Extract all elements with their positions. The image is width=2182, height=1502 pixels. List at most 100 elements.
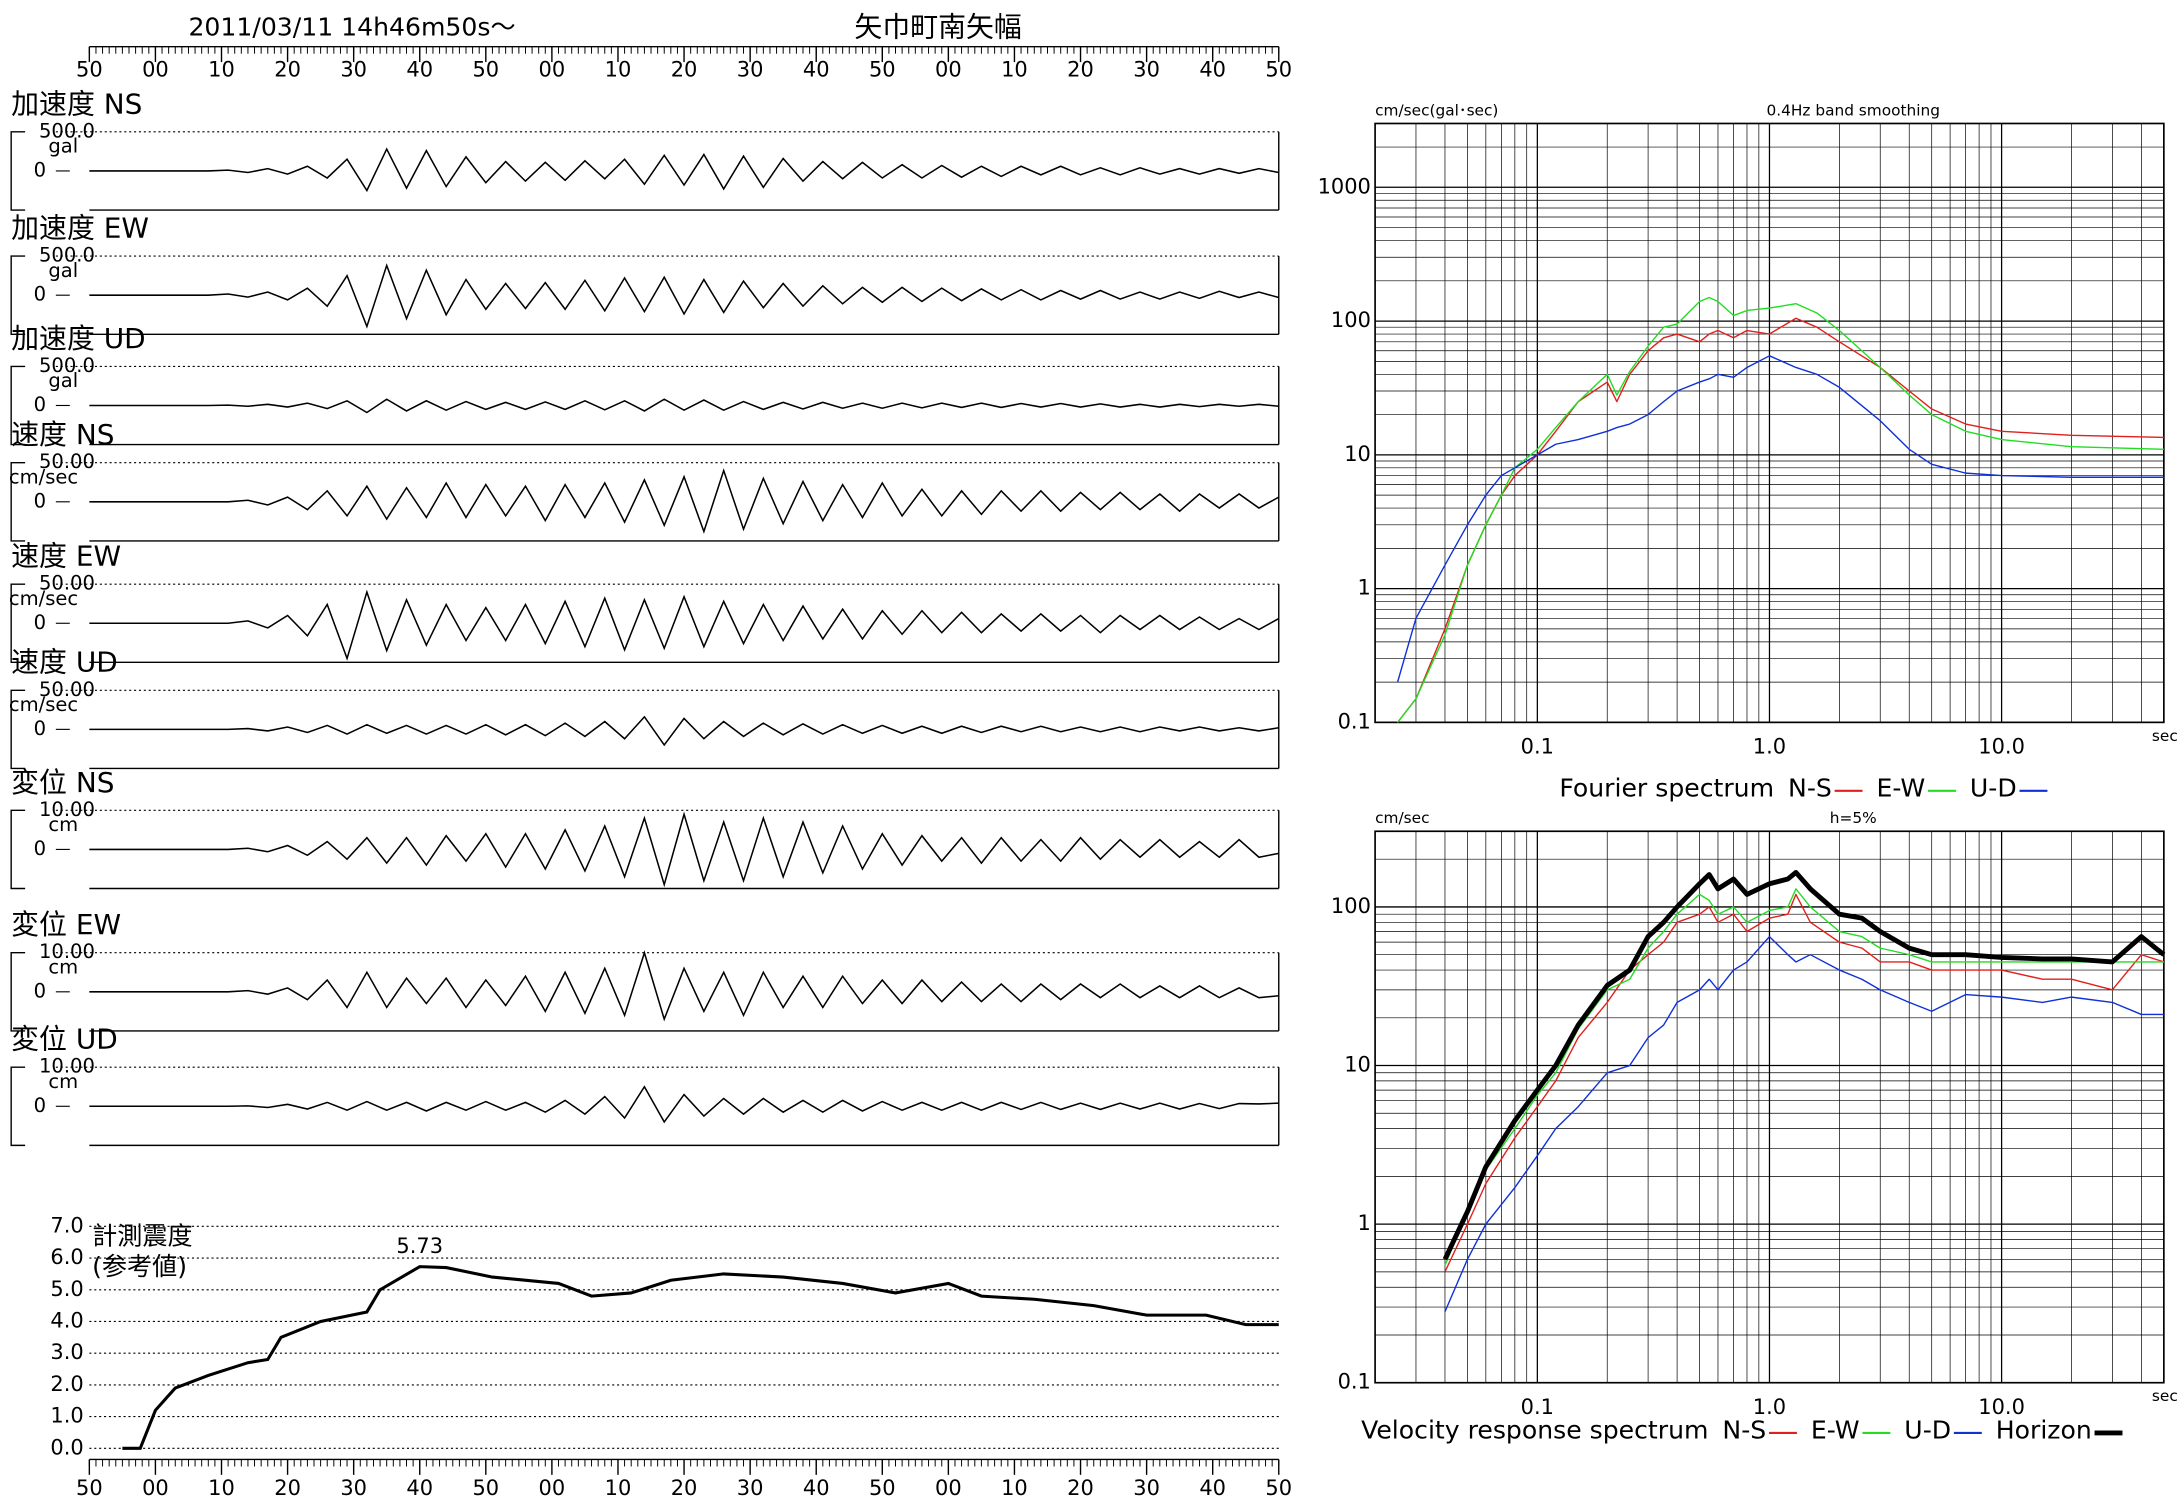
trace	[89, 1085, 1279, 1124]
y-tick-label: 1000	[1318, 174, 1371, 198]
plot-frame	[1374, 830, 2165, 1384]
trace	[89, 950, 1279, 1022]
scale-label: 500.0	[39, 119, 95, 142]
panel-bracket	[10, 365, 26, 446]
x-tick-label: 10	[208, 57, 235, 81]
x-tick-label: 30	[737, 57, 764, 81]
plot-frame	[1374, 122, 2165, 724]
station-name: 矢巾町南矢幅	[854, 11, 1021, 44]
y-tick-label: 100	[1331, 894, 1371, 918]
zero-label: 0	[34, 1094, 46, 1117]
legend-label: N-S	[1788, 773, 1832, 802]
zero-label: 0	[34, 611, 46, 634]
x-tick-label: 40	[803, 57, 830, 81]
panel-label: 加速度 UD	[11, 322, 146, 355]
trace	[89, 715, 1279, 747]
peak-label: 5.73	[396, 1234, 443, 1258]
x-tick-label: 20	[1067, 57, 1094, 81]
zero-label: 0	[34, 283, 46, 306]
y-tick-label: 0.0	[50, 1435, 83, 1459]
y-tick-label: 2.0	[50, 1372, 83, 1396]
panel-bracket	[10, 462, 26, 542]
x-tick-label: 40	[406, 1476, 433, 1500]
x-tick-label: 10	[208, 1476, 235, 1500]
x-tick-label: 10	[605, 57, 632, 81]
x-tick-label: 20	[671, 1476, 698, 1500]
spectrum-line	[1442, 869, 2166, 1261]
x-tick-label: 40	[803, 1476, 830, 1500]
scale-label: 10.00	[39, 940, 95, 963]
spectrum-line	[1444, 935, 2164, 1313]
spectrum-line	[1444, 893, 2165, 1273]
x-tick-label: 1.0	[1753, 735, 1786, 759]
x-tick-label: 00	[539, 57, 566, 81]
legend-label: N-S	[1722, 1416, 1766, 1445]
unit-label: gal	[48, 369, 78, 392]
y-tick-label: 0.1	[1338, 1370, 1371, 1394]
unit-label: cm/sec	[9, 693, 78, 716]
panel-label: 速度 EW	[11, 540, 121, 573]
scale-label: 10.00	[39, 798, 95, 821]
trace	[89, 263, 1279, 329]
x-tick-label: 20	[1067, 1476, 1094, 1500]
x-tick-label: 50	[869, 1476, 896, 1500]
x-tick-label: 30	[737, 1476, 764, 1500]
chart-title: Velocity response spectrum	[1361, 1416, 1708, 1445]
x-tick-label: 00	[142, 1476, 169, 1500]
zero-label: 0	[34, 717, 46, 740]
x-tick-label: 1.0	[1753, 1395, 1786, 1419]
x-tick-label: 00	[935, 57, 962, 81]
y-tick-label: 10	[1344, 1053, 1371, 1077]
chart-subtitle: (参考値)	[92, 1252, 187, 1281]
y-axis-label: cm/sec	[1375, 809, 1429, 827]
zero-label: 0	[34, 158, 46, 181]
x-tick-label: 10.0	[1978, 1395, 2025, 1419]
panel-label: 速度 NS	[11, 418, 114, 451]
y-tick-label: 10	[1344, 442, 1371, 466]
x-tick-label: 10.0	[1978, 735, 2025, 759]
zero-label: 0	[34, 979, 46, 1002]
zero-label: 0	[34, 393, 46, 416]
panel-bracket	[10, 952, 26, 1032]
x-tick-label: 40	[406, 57, 433, 81]
y-tick-label: 1	[1358, 1211, 1371, 1235]
unit-label: cm/sec	[9, 466, 78, 489]
y-tick-label: 7.0	[50, 1213, 83, 1237]
unit-label: gal	[48, 135, 78, 158]
y-tick-label: 4.0	[50, 1308, 83, 1332]
scale-label: 500.0	[39, 354, 95, 377]
x-tick-label: 10	[1001, 1476, 1028, 1500]
x-tick-label: 50	[472, 57, 499, 81]
legend-label: U-D	[1970, 773, 2017, 802]
panel-bracket	[10, 255, 26, 335]
x-axis-label: sec	[2152, 1387, 2178, 1405]
trace	[89, 468, 1280, 534]
y-tick-label: 5.0	[50, 1277, 83, 1301]
panel-label: 変位 UD	[11, 1023, 118, 1056]
intensity-line	[122, 1265, 1279, 1450]
x-tick-label: 50	[76, 57, 103, 81]
trace	[89, 811, 1279, 888]
panel-label: 加速度 EW	[11, 212, 149, 245]
x-tick-label: 40	[1199, 57, 1226, 81]
x-tick-label: 20	[274, 57, 301, 81]
x-tick-label: 10	[1001, 57, 1028, 81]
trace	[89, 589, 1280, 661]
y-tick-label: 0.1	[1338, 709, 1371, 733]
x-tick-label: 00	[935, 1476, 962, 1500]
scale-label: 10.00	[39, 1055, 95, 1078]
x-tick-label: 00	[142, 57, 169, 81]
x-tick-label: 30	[1133, 57, 1160, 81]
x-tick-label: 10	[605, 1476, 632, 1500]
spectrum-line	[1444, 888, 2164, 1266]
x-tick-label: 30	[340, 57, 367, 81]
scale-label: 500.0	[39, 244, 95, 267]
trace	[89, 147, 1279, 193]
x-tick-label: 00	[539, 1476, 566, 1500]
x-tick-label: 30	[340, 1476, 367, 1500]
x-tick-label: 40	[1199, 1476, 1226, 1500]
spectrum-line	[1397, 317, 2164, 723]
x-tick-label: 30	[1133, 1476, 1160, 1500]
panel-label: 変位 NS	[11, 766, 114, 799]
